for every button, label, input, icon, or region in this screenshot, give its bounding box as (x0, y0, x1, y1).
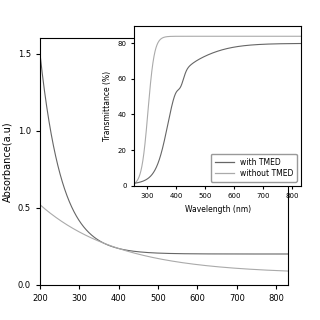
Y-axis label: Transmittance (%): Transmittance (%) (103, 70, 112, 141)
X-axis label: Wavelength (nm): Wavelength (nm) (185, 205, 251, 214)
Y-axis label: Absorbance(a.u): Absorbance(a.u) (2, 121, 12, 202)
Legend: with TMED, without TMED: with TMED, without TMED (211, 154, 297, 182)
